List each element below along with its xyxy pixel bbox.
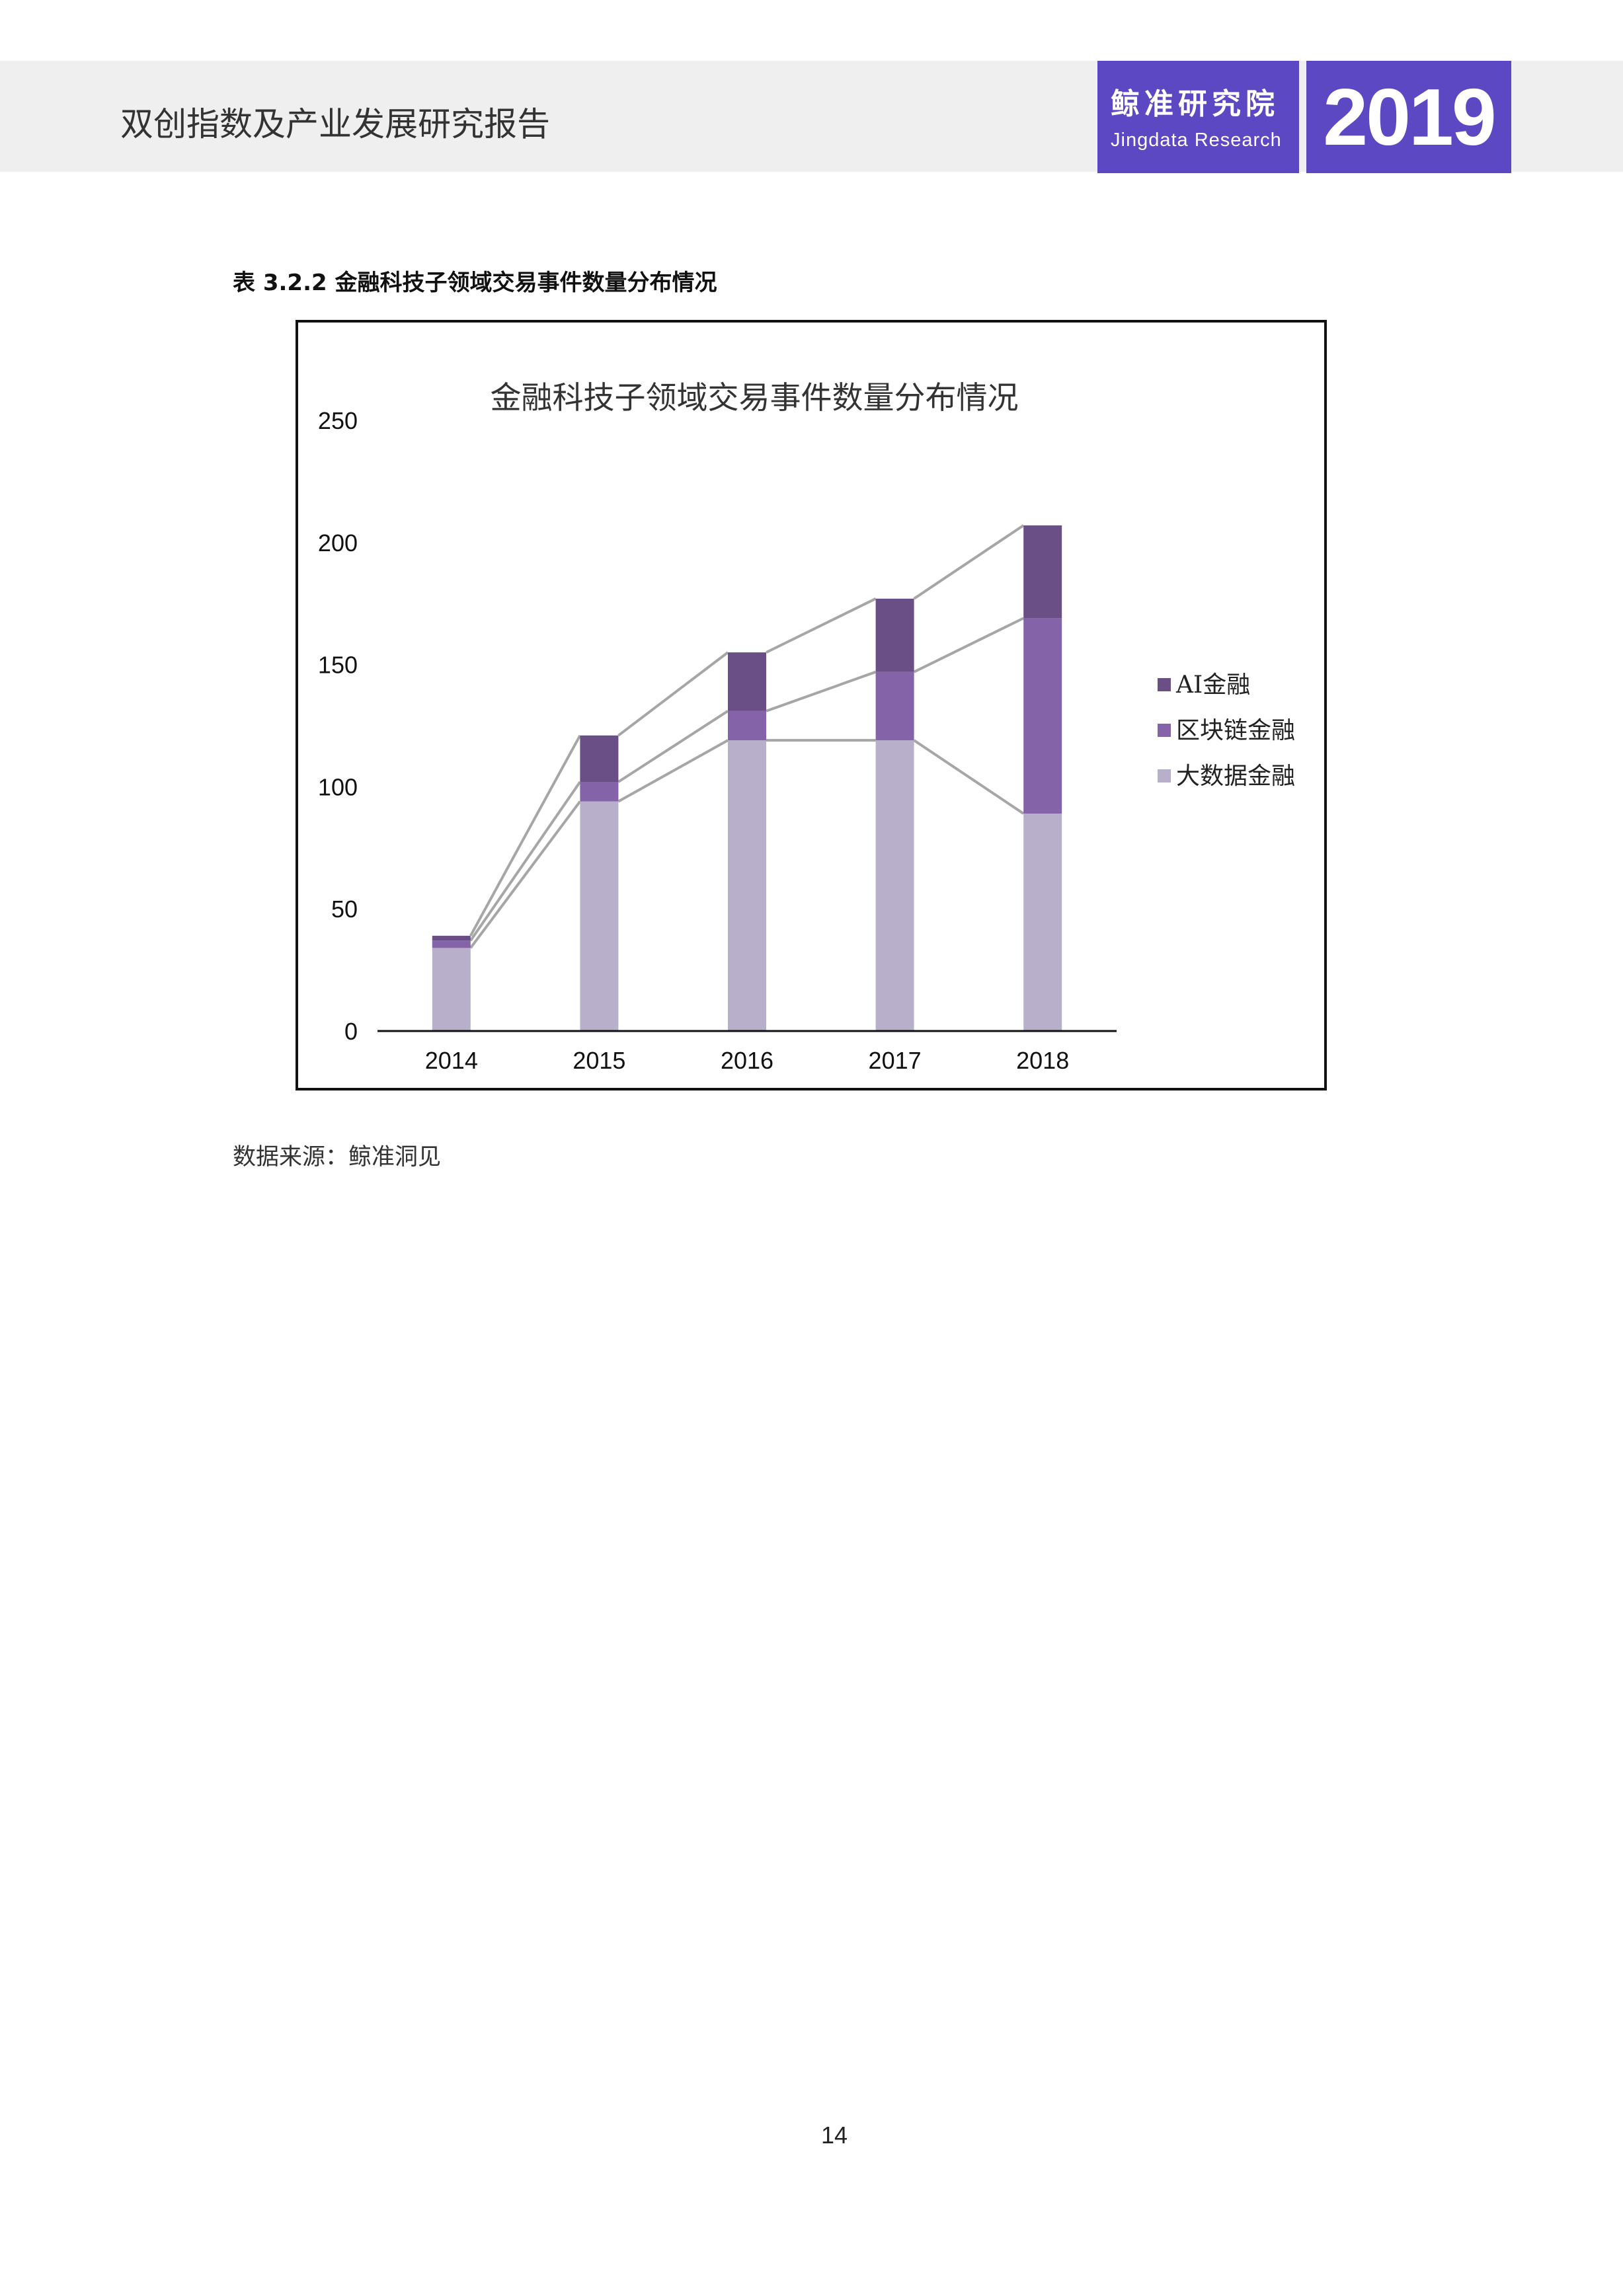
legend-swatch	[1158, 724, 1171, 737]
connector-line	[766, 670, 877, 712]
connector-line	[617, 651, 729, 737]
table-caption: 表 3.2.2 金融科技子领域交易事件数量分布情况	[233, 270, 717, 296]
connector-lines	[469, 524, 1025, 949]
bar-segment	[875, 671, 914, 741]
connector-line	[469, 734, 582, 937]
connector-line	[766, 597, 877, 654]
chart-frame: 金融科技子领域交易事件数量分布情况 0 50 100 150 200 250 2014 201…	[296, 320, 1327, 1091]
stacked-bar-chart: 金融科技子领域交易事件数量分布情况 0 50 100 150 200 250 2014 201…	[318, 380, 1295, 1074]
bar-segment	[1023, 618, 1062, 814]
bar-segment	[875, 598, 914, 672]
report-title: 双创指数及产业发展研究报告	[120, 105, 550, 143]
x-tick-label: 2015	[573, 1047, 625, 1074]
connector-line	[617, 739, 729, 803]
bar-segment	[1023, 814, 1062, 1031]
connector-line	[913, 739, 1025, 815]
bar-segment	[580, 801, 619, 1031]
y-tick-label: 250	[318, 407, 358, 434]
bars	[432, 525, 1062, 1031]
bar-segment	[580, 782, 619, 802]
legend-swatch	[1158, 769, 1171, 783]
y-tick-label: 200	[318, 529, 358, 556]
brand-name-en: Jingdata Research	[1111, 130, 1282, 151]
page-number: 14	[820, 2122, 848, 2149]
legend-label: 大数据金融	[1176, 763, 1295, 790]
legend-label: AI金融	[1175, 671, 1250, 699]
source-note: 数据来源：鲸准洞见	[233, 1144, 442, 1170]
y-tick-label: 150	[318, 652, 358, 679]
bar-segment	[728, 652, 766, 711]
bar-segment	[875, 740, 914, 1031]
brand-logo: 鲸准研究院 Jingdata Research	[1097, 61, 1299, 173]
brand-name-cn: 鲸准研究院	[1111, 87, 1279, 121]
connector-line	[617, 710, 729, 783]
y-tick-label: 0	[344, 1018, 358, 1045]
legend-label: 区块链金融	[1176, 717, 1295, 744]
report-year: 2019	[1306, 61, 1511, 173]
legend-swatch	[1158, 678, 1171, 691]
y-tick-label: 50	[331, 896, 358, 923]
bar-segment	[432, 935, 471, 941]
chart-title: 金融科技子领域交易事件数量分布情况	[491, 380, 1019, 416]
y-tick-label: 100	[318, 773, 358, 800]
x-tick-label: 2018	[1016, 1047, 1069, 1074]
bar-segment	[1023, 525, 1062, 619]
bar-segment	[728, 710, 766, 741]
bar-segment	[728, 740, 766, 1031]
x-tick-label: 2014	[425, 1047, 478, 1074]
x-tick-label: 2016	[721, 1047, 773, 1074]
connector-line	[913, 524, 1025, 600]
connector-line	[913, 617, 1025, 673]
bar-segment	[580, 735, 619, 783]
bar-segment	[432, 948, 471, 1031]
connector-line	[469, 800, 582, 949]
x-tick-label: 2017	[869, 1047, 922, 1074]
axes: 0 50 100 150 200 250 2014 2015 2016 2017 2018	[318, 407, 1117, 1074]
connector-line	[469, 781, 582, 942]
bar-segment	[432, 940, 471, 948]
